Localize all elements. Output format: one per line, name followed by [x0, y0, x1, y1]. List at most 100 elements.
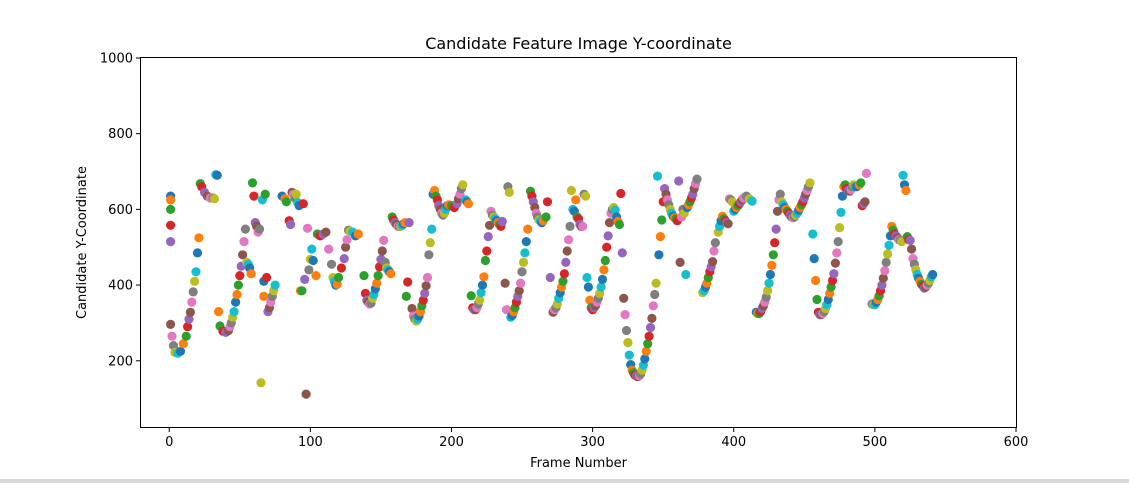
y-tick-label: 800 — [108, 127, 133, 142]
data-point — [302, 223, 313, 233]
data-point — [641, 346, 651, 356]
data-point — [188, 287, 198, 297]
data-point — [583, 282, 594, 292]
data-point — [373, 271, 383, 281]
data-point — [500, 278, 510, 288]
data-point — [648, 301, 658, 311]
data-point — [401, 291, 411, 301]
data-point — [477, 280, 488, 290]
data-point — [458, 180, 468, 190]
data-point — [326, 259, 337, 269]
data-point — [832, 248, 842, 258]
data-point — [651, 278, 661, 288]
data-point — [614, 219, 625, 230]
data-point — [501, 305, 512, 315]
data-point — [604, 218, 615, 228]
data-point — [521, 237, 531, 247]
data-point — [183, 322, 193, 332]
data-point — [765, 269, 776, 280]
data-point — [623, 338, 633, 348]
data-point — [541, 212, 551, 222]
data-point — [681, 269, 691, 280]
data-point — [861, 168, 872, 178]
data-point — [166, 204, 176, 214]
data-point — [185, 307, 195, 317]
data-point — [883, 249, 893, 259]
data-point — [723, 219, 733, 229]
y-tick-label: 600 — [108, 203, 133, 218]
data-point — [427, 224, 437, 234]
data-point — [304, 265, 314, 275]
data-point — [386, 269, 396, 279]
data-point — [566, 185, 577, 196]
data-point — [514, 286, 524, 296]
data-point — [516, 278, 526, 288]
data-point — [644, 331, 654, 341]
data-point — [209, 194, 219, 204]
data-point — [372, 278, 382, 288]
data-point — [336, 263, 346, 273]
data-point — [772, 206, 783, 216]
data-point — [479, 272, 489, 282]
data-point — [709, 246, 719, 256]
data-point — [166, 195, 176, 205]
data-point — [235, 271, 245, 281]
data-point — [620, 310, 630, 320]
x-tick-label: 400 — [721, 435, 746, 450]
data-point — [602, 242, 612, 252]
data-point — [463, 199, 473, 209]
data-point — [654, 250, 664, 260]
data-point — [476, 288, 486, 298]
data-point — [600, 255, 610, 266]
data-point — [835, 223, 845, 233]
data-point — [324, 244, 334, 254]
data-point — [562, 246, 572, 256]
data-point — [771, 224, 781, 234]
data-point — [880, 266, 890, 276]
data-point — [860, 197, 870, 207]
data-point — [768, 250, 778, 260]
data-point — [545, 272, 555, 283]
data-point — [166, 220, 176, 230]
data-point — [692, 174, 702, 184]
data-point — [475, 295, 485, 305]
data-point — [764, 278, 774, 288]
data-point — [582, 272, 592, 283]
data-points — [166, 168, 938, 399]
data-point — [571, 195, 581, 205]
data-point — [379, 235, 389, 245]
data-point — [829, 269, 839, 279]
data-point — [647, 313, 657, 323]
data-point — [643, 339, 653, 349]
data-point — [246, 269, 256, 279]
data-point — [597, 274, 608, 284]
data-point — [262, 272, 272, 283]
data-point — [187, 297, 197, 307]
data-point — [836, 207, 846, 217]
data-point — [878, 273, 888, 283]
data-point — [232, 289, 242, 300]
data-point — [485, 220, 495, 230]
data-point — [747, 196, 757, 206]
data-point — [617, 248, 627, 258]
data-point — [229, 307, 239, 317]
data-point — [542, 197, 553, 207]
data-point — [645, 322, 656, 333]
data-point — [616, 188, 626, 199]
data-point — [708, 257, 718, 267]
data-point — [619, 293, 629, 303]
data-point — [710, 238, 721, 248]
data-point — [181, 331, 191, 341]
data-point — [311, 271, 321, 281]
data-point — [291, 189, 301, 199]
data-point — [808, 229, 818, 239]
data-point — [300, 274, 310, 284]
data-point — [565, 221, 575, 231]
data-point — [830, 258, 841, 268]
data-point — [212, 170, 222, 180]
data-point — [260, 189, 270, 199]
data-point — [599, 265, 609, 275]
y-tick-label: 400 — [108, 279, 133, 294]
data-point — [578, 221, 588, 231]
data-point — [281, 197, 291, 207]
